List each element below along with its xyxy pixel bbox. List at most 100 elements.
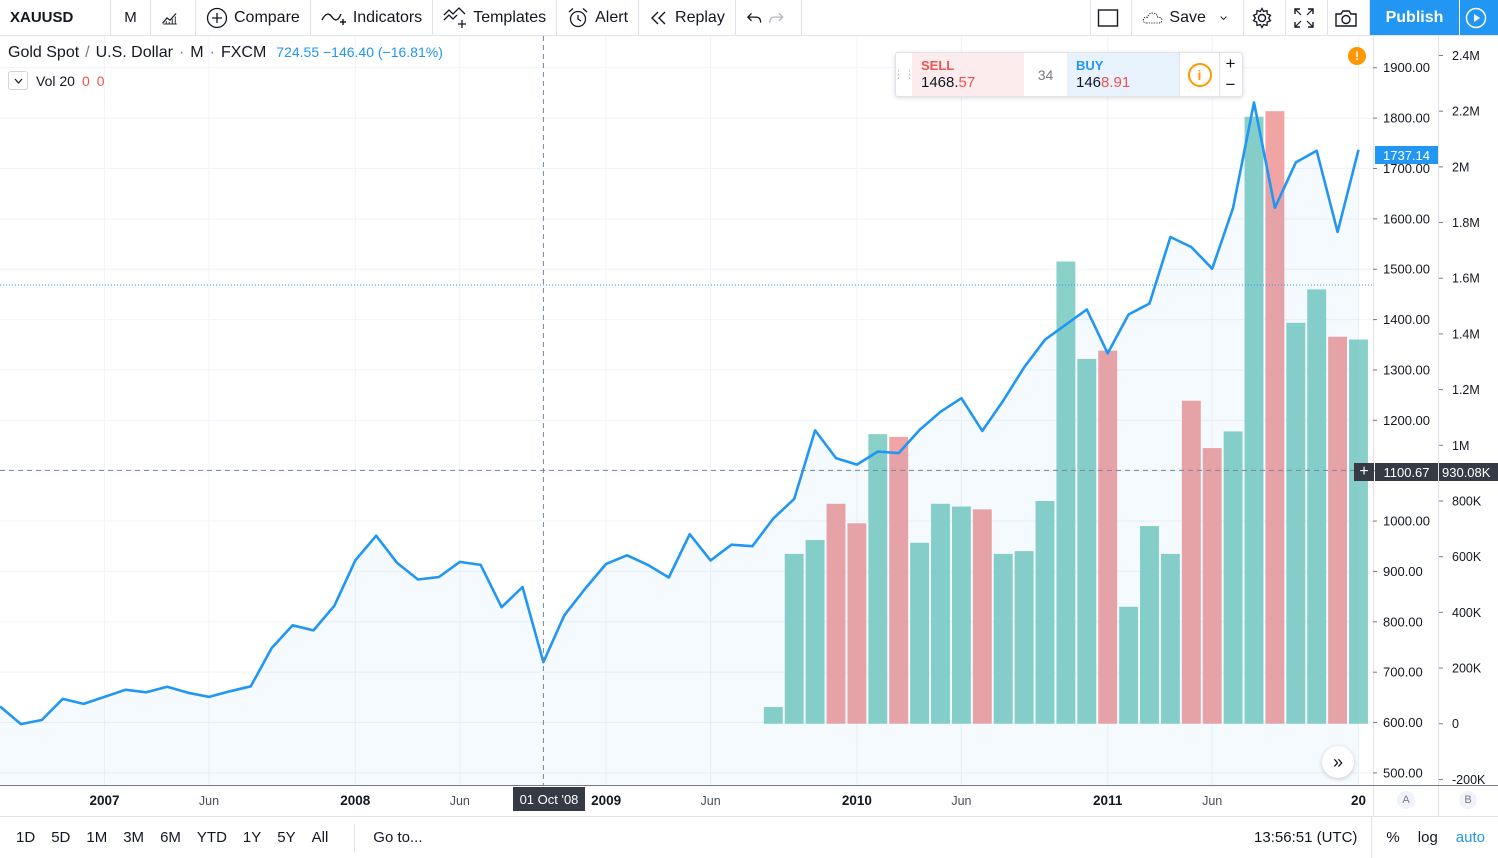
buy-price: 1468.91 bbox=[1076, 74, 1170, 91]
volume-bar bbox=[1014, 551, 1034, 724]
time-tick-label: Jun bbox=[199, 794, 219, 808]
time-axis[interactable]: 2007 Jun 2008 Jun 2009 Jun 2010 Jun 2011 Jun 20 bbox=[89, 793, 1366, 808]
percent-scale-toggle[interactable]: % bbox=[1386, 829, 1400, 846]
price-line bbox=[0, 101, 1360, 726]
interval-button[interactable]: M bbox=[111, 0, 151, 35]
alert-button[interactable]: Alert bbox=[557, 0, 640, 35]
price-chart[interactable]: 1900.00 1800.00 1700.00 1600.00 1500.00 1400.… bbox=[0, 36, 1498, 816]
volume-bar bbox=[1307, 289, 1327, 724]
time-tick-label: 2010 bbox=[842, 793, 872, 808]
symbol-search[interactable]: XAUUSD bbox=[0, 0, 111, 35]
volume-tick-label: 1M bbox=[1452, 439, 1469, 453]
price-tick-label: 500.00 bbox=[1383, 765, 1423, 780]
crosshair-plus-button[interactable]: + bbox=[1354, 463, 1374, 481]
volume-bar bbox=[847, 523, 867, 724]
play-idea-button[interactable] bbox=[1460, 0, 1498, 35]
chevron-down-icon bbox=[1220, 15, 1227, 20]
price-tick-label: 1800.00 bbox=[1383, 111, 1430, 126]
volume-legend[interactable]: Vol 20 0 0 bbox=[8, 71, 105, 90]
range-button-1m[interactable]: 1M bbox=[86, 829, 108, 846]
sell-price: 1468.57 bbox=[921, 74, 1015, 91]
indicators-label: Indicators bbox=[352, 8, 423, 26]
volume-tick-label: 400K bbox=[1452, 606, 1482, 620]
quantity-stepper[interactable]: + − bbox=[1219, 53, 1241, 96]
replay-button[interactable]: Replay bbox=[639, 0, 736, 35]
volume-tick-label: 0 bbox=[1452, 717, 1459, 731]
volume-tick-label: 800K bbox=[1452, 494, 1482, 508]
axis-b-button[interactable]: B bbox=[1459, 791, 1477, 809]
volume-bar bbox=[1140, 526, 1159, 724]
volume-bar bbox=[889, 436, 909, 724]
settings-button[interactable] bbox=[1244, 0, 1286, 35]
warning-icon[interactable]: ! bbox=[1348, 47, 1366, 65]
scale-options: % log auto bbox=[1371, 816, 1498, 858]
plus-button[interactable]: + bbox=[1225, 53, 1236, 73]
volume-tick-label: 2.2M bbox=[1452, 105, 1480, 119]
goto-date-button[interactable]: Go to... bbox=[373, 829, 423, 846]
price-tick-label: 1000.00 bbox=[1383, 514, 1430, 529]
buy-button[interactable]: BUY 1468.91 bbox=[1067, 53, 1179, 96]
price-tick-label: 900.00 bbox=[1383, 564, 1423, 579]
volume-bar bbox=[1244, 116, 1264, 724]
volume-legend-value: 0 bbox=[96, 72, 105, 89]
templates-button[interactable]: Templates bbox=[433, 0, 558, 35]
redo-icon[interactable] bbox=[768, 10, 785, 26]
volume-bars bbox=[763, 111, 1368, 724]
save-button[interactable]: Save bbox=[1132, 0, 1244, 35]
fullscreen-layout-button[interactable] bbox=[1090, 0, 1132, 35]
volume-bar bbox=[1119, 606, 1139, 724]
symbol-legend[interactable]: Gold Spot / U.S. Dollar · M · FXCM 724.5… bbox=[8, 44, 443, 62]
legend-interval: M bbox=[190, 44, 204, 61]
collapse-legend-button[interactable] bbox=[8, 71, 28, 90]
range-button-5d[interactable]: 5D bbox=[51, 829, 71, 846]
drag-handle[interactable]: ⋮⋮ bbox=[893, 69, 915, 81]
chart-style-button[interactable] bbox=[151, 0, 196, 35]
axis-a-button[interactable]: A bbox=[1397, 791, 1415, 809]
volume-legend-value: 0 bbox=[81, 72, 90, 89]
volume-tick-label: 2M bbox=[1452, 160, 1469, 174]
price-axis[interactable]: 1900.00 1800.00 1700.00 1600.00 1500.00 1400.… bbox=[1373, 60, 1430, 780]
legend-symbol-name: Gold Spot bbox=[8, 44, 80, 61]
price-tick-label: 800.00 bbox=[1383, 614, 1423, 629]
volume-axis[interactable]: 2.4M 2.2M 2M 1.8M 1.6M 1.4M 1.2M 1M 800K 600K 400K… bbox=[1439, 49, 1486, 787]
compare-button[interactable]: Compare bbox=[196, 0, 311, 35]
divider bbox=[354, 823, 356, 852]
time-tick-label: Jun bbox=[701, 794, 721, 808]
indicators-button[interactable]: Indicators bbox=[311, 0, 434, 35]
range-button-6m[interactable]: 6M bbox=[160, 829, 181, 846]
volume-bar bbox=[910, 542, 930, 724]
range-button-ytd[interactable]: YTD bbox=[196, 829, 227, 846]
log-scale-toggle[interactable]: log bbox=[1417, 829, 1438, 846]
range-button-1d[interactable]: 1D bbox=[16, 829, 36, 846]
range-button-all[interactable]: All bbox=[311, 829, 329, 846]
scroll-to-realtime-button[interactable]: » bbox=[1322, 746, 1354, 778]
utc-clock[interactable]: 13:56:51 (UTC) bbox=[1254, 829, 1358, 846]
info-button[interactable]: i bbox=[1179, 53, 1219, 96]
rewind-icon bbox=[651, 11, 666, 24]
publish-button[interactable]: Publish bbox=[1370, 0, 1460, 35]
minus-button[interactable]: − bbox=[1225, 75, 1236, 95]
range-button-3m[interactable]: 3M bbox=[123, 829, 145, 846]
cloud-icon bbox=[1142, 12, 1163, 23]
range-button-5y[interactable]: 5Y bbox=[277, 829, 296, 846]
time-tick-label: 2009 bbox=[591, 793, 621, 808]
undo-icon[interactable] bbox=[746, 10, 763, 26]
sell-button[interactable]: SELL 1468.57 bbox=[912, 53, 1024, 96]
top-toolbar: XAUUSD M Compare Indicators Templates Al… bbox=[0, 0, 1498, 36]
volume-tick-label: 600K bbox=[1452, 550, 1482, 564]
snapshot-button[interactable] bbox=[1328, 0, 1370, 35]
price-tick-label: 1200.00 bbox=[1383, 413, 1430, 428]
legend-exchange: FXCM bbox=[220, 44, 267, 61]
volume-tick-label: 1.8M bbox=[1452, 216, 1480, 230]
square-icon bbox=[1097, 8, 1119, 27]
crosshair-volume-label: 930.08K bbox=[1439, 463, 1498, 481]
volume-bar bbox=[972, 509, 992, 724]
volume-tick-label: 1.4M bbox=[1452, 327, 1480, 341]
fullscreen-button[interactable] bbox=[1286, 0, 1328, 35]
price-tick-label: 1600.00 bbox=[1383, 211, 1430, 226]
range-button-1y[interactable]: 1Y bbox=[242, 829, 262, 846]
auto-scale-toggle[interactable]: auto bbox=[1455, 829, 1485, 846]
volume-bar bbox=[805, 539, 825, 724]
volume-tick-label: 1.2M bbox=[1452, 383, 1480, 397]
price-tick-label: 1900.00 bbox=[1383, 60, 1430, 75]
